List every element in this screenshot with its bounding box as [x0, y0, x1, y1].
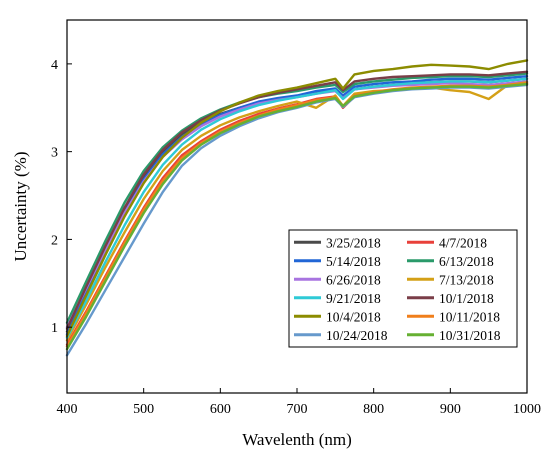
legend: 3/25/2018 4/7/2018 5/14/2018 6/13/2018 6/26/… [288, 229, 518, 348]
series-line-4 [65, 72, 529, 324]
legend-label: 10/31/2018 [439, 328, 501, 343]
x-tick-label: 1000 [513, 402, 541, 417]
legend-label: 7/13/2018 [439, 272, 494, 287]
legend-label: 5/14/2018 [326, 254, 381, 269]
x-tick-label: 600 [210, 402, 231, 417]
series-line-12 [65, 82, 529, 351]
legend-box [288, 229, 518, 348]
x-axis-title: Wavelenth (nm) [242, 430, 352, 449]
legend-label: 10/1/2018 [439, 291, 494, 306]
series-line-7 [65, 77, 529, 339]
series-line-8 [65, 70, 529, 331]
y-tick-label: 3 [51, 146, 58, 161]
legend-label: 6/13/2018 [439, 254, 494, 269]
y-tick-label: 1 [51, 321, 58, 336]
series-layer [65, 59, 529, 357]
legend-label: 9/21/2018 [326, 291, 381, 306]
x-tick-label: 700 [287, 402, 308, 417]
series-line-9 [65, 59, 529, 338]
legend-label: 10/11/2018 [439, 309, 500, 324]
legend-label: 10/4/2018 [326, 309, 381, 324]
x-tick-label: 400 [57, 402, 78, 417]
legend-label: 6/26/2018 [326, 272, 381, 287]
x-tick-label: 900 [440, 402, 461, 417]
y-tick-label: 4 [51, 58, 58, 73]
x-tick-label: 500 [133, 402, 154, 417]
legend-label: 4/7/2018 [439, 235, 487, 250]
y-tick-label: 2 [51, 233, 58, 248]
axis-ticks: 400 500 600 700 800 900 1000 1 2 3 4 [51, 58, 541, 417]
y-axis-title: Uncertainty (%) [11, 152, 30, 262]
legend-label: 10/24/2018 [326, 328, 388, 343]
x-tick-label: 800 [363, 402, 384, 417]
legend-label: 3/25/2018 [326, 235, 381, 250]
